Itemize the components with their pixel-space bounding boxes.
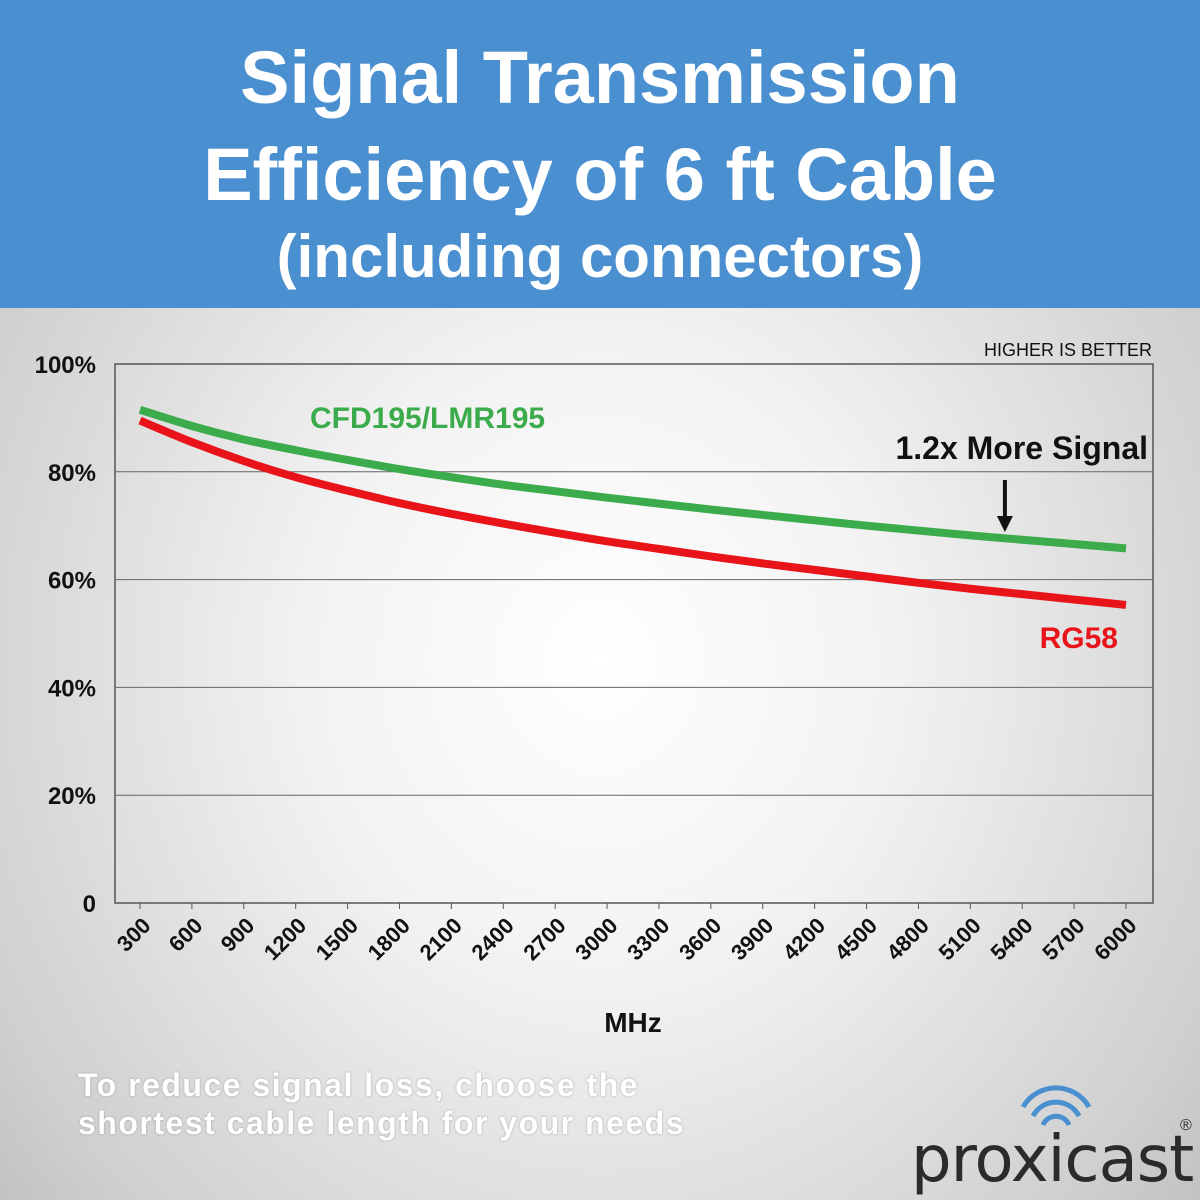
x-tick-label: 2100 bbox=[415, 913, 467, 965]
footer-note-line-1: To reduce signal loss, choose the bbox=[78, 1067, 640, 1103]
y-tick-label: 100% bbox=[35, 352, 96, 379]
wifi-signal-icon bbox=[1020, 1085, 1092, 1127]
chart-title-line-1: Signal Transmission bbox=[240, 36, 960, 119]
x-tick-label: 2400 bbox=[467, 913, 519, 965]
x-tick-label: 1500 bbox=[311, 913, 363, 965]
line-chart: 020%40%60%80%100% 300 600 900 1200 1500 1800 2… bbox=[35, 340, 1154, 1038]
higher-is-better-note: HIGHER IS BETTER bbox=[984, 340, 1152, 360]
y-tick-label: 20% bbox=[48, 783, 96, 810]
y-tick-label: 40% bbox=[48, 675, 96, 702]
y-tick-label: 60% bbox=[48, 568, 96, 595]
x-tick-label: 5700 bbox=[1037, 913, 1089, 965]
x-tick-label: 6000 bbox=[1089, 913, 1141, 965]
chart-title-line-2: Efficiency of 6 ft Cable bbox=[203, 133, 997, 216]
chart-subtitle: (including connectors) bbox=[276, 223, 924, 290]
footer-note-line-2: shortest cable length for your needs bbox=[78, 1105, 685, 1141]
registered-mark: ® bbox=[1180, 1117, 1192, 1134]
y-tick-label: 0 bbox=[83, 891, 96, 918]
x-tick-label: 900 bbox=[216, 913, 260, 957]
x-tick-label: 3300 bbox=[622, 913, 674, 965]
footer-note: To reduce signal loss, choose the shorte… bbox=[78, 1066, 685, 1142]
plot-area-frame bbox=[114, 363, 1154, 904]
series-line-cfd195-lmr195 bbox=[138, 405, 1127, 553]
x-tick-label: 4500 bbox=[830, 913, 882, 965]
logo-wordmark: proxicast bbox=[911, 1123, 1194, 1197]
x-tick-label: 4800 bbox=[882, 913, 934, 965]
callout-label: 1.2x More Signal bbox=[895, 430, 1148, 466]
proxicast-logo: proxicast ® bbox=[905, 1085, 1195, 1197]
callout-arrow-head bbox=[996, 516, 1013, 532]
series-label-cfd195: CFD195/LMR195 bbox=[310, 402, 545, 435]
x-tick-label: 4200 bbox=[778, 913, 830, 965]
x-tick-label: 300 bbox=[112, 913, 156, 957]
x-axis-label: MHz bbox=[604, 1007, 662, 1038]
series-label-rg58: RG58 bbox=[1040, 622, 1118, 655]
title-banner: Signal Transmission Efficiency of 6 ft C… bbox=[0, 0, 1200, 308]
x-tick-label: 1800 bbox=[363, 913, 415, 965]
x-tick-label: 3900 bbox=[726, 913, 778, 965]
x-tick-label: 5400 bbox=[985, 913, 1037, 965]
x-tick-label: 1200 bbox=[259, 913, 311, 965]
x-tick-label: 600 bbox=[164, 913, 208, 957]
x-tick-label: 3600 bbox=[674, 913, 726, 965]
x-tick-label: 2700 bbox=[518, 913, 570, 965]
series-line-rg58 bbox=[138, 416, 1127, 609]
x-tick-label: 3000 bbox=[570, 913, 622, 965]
y-tick-label: 80% bbox=[48, 460, 96, 487]
x-tick-label: 5100 bbox=[934, 913, 986, 965]
